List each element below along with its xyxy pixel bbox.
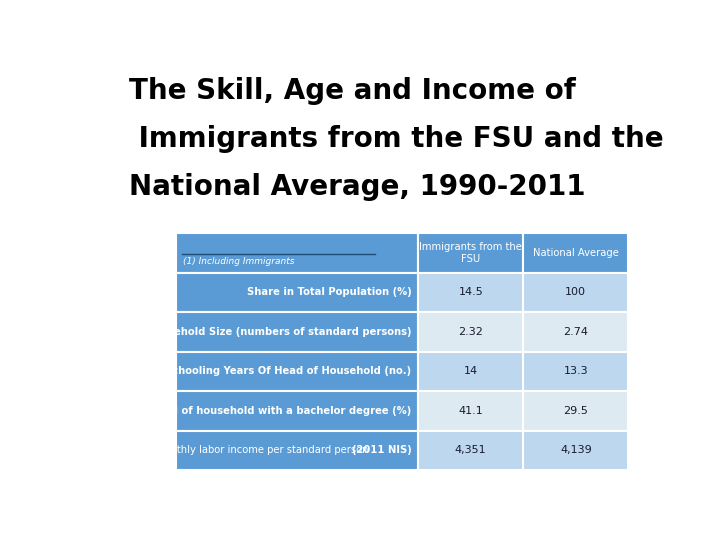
FancyBboxPatch shape <box>523 431 629 470</box>
Text: 100: 100 <box>565 287 586 298</box>
Text: (1) Including Immigrants: (1) Including Immigrants <box>183 256 294 266</box>
Text: (2011 NIS): (2011 NIS) <box>352 446 412 455</box>
Text: National Average: National Average <box>533 248 618 258</box>
Text: 41.1: 41.1 <box>459 406 483 416</box>
FancyBboxPatch shape <box>523 273 629 312</box>
Text: 4,139: 4,139 <box>560 446 592 455</box>
FancyBboxPatch shape <box>418 431 523 470</box>
FancyBboxPatch shape <box>418 233 523 273</box>
FancyBboxPatch shape <box>176 391 418 431</box>
Text: The Skill, Age and Income of: The Skill, Age and Income of <box>129 77 576 105</box>
Text: 13.3: 13.3 <box>564 367 588 376</box>
Text: 14: 14 <box>464 367 478 376</box>
Text: 14.5: 14.5 <box>459 287 483 298</box>
FancyBboxPatch shape <box>176 312 418 352</box>
FancyBboxPatch shape <box>523 352 629 391</box>
Text: Immigrants from the
FSU: Immigrants from the FSU <box>419 242 522 264</box>
Text: Schooling Years Of Head of Household (no.): Schooling Years Of Head of Household (no… <box>166 367 412 376</box>
FancyBboxPatch shape <box>523 312 629 352</box>
FancyBboxPatch shape <box>418 273 523 312</box>
Text: 2.74: 2.74 <box>563 327 588 337</box>
Text: Share in Total Population (%): Share in Total Population (%) <box>247 287 412 298</box>
Text: 29.5: 29.5 <box>563 406 588 416</box>
Text: 2.32: 2.32 <box>459 327 483 337</box>
Text: National Average, 1990-2011: National Average, 1990-2011 <box>129 173 585 201</box>
FancyBboxPatch shape <box>176 431 418 470</box>
FancyBboxPatch shape <box>176 233 418 273</box>
FancyBboxPatch shape <box>418 352 523 391</box>
FancyBboxPatch shape <box>176 352 418 391</box>
Text: gross monthly labor income per standard person: gross monthly labor income per standard … <box>125 446 372 455</box>
FancyBboxPatch shape <box>523 233 629 273</box>
Text: Household Size (numbers of standard persons): Household Size (numbers of standard pers… <box>146 327 412 337</box>
Text: 4,351: 4,351 <box>455 446 487 455</box>
FancyBboxPatch shape <box>176 273 418 312</box>
Text: Immigrants from the FSU and the: Immigrants from the FSU and the <box>129 125 664 153</box>
FancyBboxPatch shape <box>418 391 523 431</box>
Text: Head of household with a bachelor degree (%): Head of household with a bachelor degree… <box>149 406 412 416</box>
FancyBboxPatch shape <box>418 312 523 352</box>
FancyBboxPatch shape <box>523 391 629 431</box>
